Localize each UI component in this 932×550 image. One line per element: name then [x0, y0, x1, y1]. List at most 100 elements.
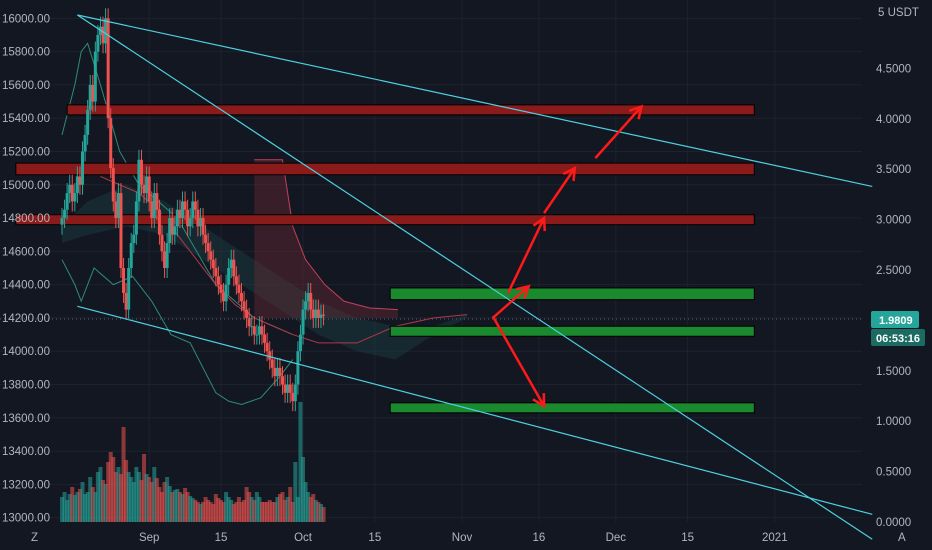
volume-bar	[195, 502, 200, 522]
volume-bar	[226, 497, 231, 522]
candle-body	[60, 218, 64, 225]
right-tick-label: 3.0000	[876, 215, 911, 227]
right-tick-label: 4.0000	[876, 114, 911, 126]
candle-body	[281, 376, 285, 385]
candle-body	[283, 384, 287, 393]
time-tick-label: 15	[368, 532, 381, 544]
candle-body	[139, 159, 143, 185]
volume-bar	[218, 500, 223, 522]
candle-body	[86, 109, 90, 135]
volume-bar	[180, 494, 185, 522]
volume-bar	[295, 497, 300, 522]
volume-bar	[65, 500, 70, 522]
left-tick-label: 13800.00	[2, 380, 50, 392]
volume-bar	[216, 498, 221, 522]
volume-bar	[131, 482, 136, 522]
volume-bar	[136, 472, 141, 522]
arrow-shaft	[491, 315, 546, 407]
candle-body	[209, 251, 213, 260]
volume-bar	[152, 467, 157, 522]
volume-bar	[70, 487, 75, 522]
candle-body	[296, 351, 300, 385]
candle-body	[273, 367, 277, 377]
candle-body	[204, 234, 208, 244]
channel-trendlines	[77, 14, 873, 540]
volume-bar	[211, 504, 216, 522]
candle-body	[88, 84, 92, 110]
volume-bar	[90, 487, 95, 522]
candle-body	[168, 218, 172, 244]
volume-bar	[183, 488, 188, 522]
candle-body	[173, 226, 177, 235]
left-tick-label: 14400.00	[2, 280, 50, 292]
candle-body	[101, 26, 105, 44]
candle-body	[319, 314, 323, 318]
candle-body	[260, 326, 264, 335]
time-tick-label: 2021	[762, 532, 788, 544]
future-cloud-area	[254, 159, 398, 318]
left-price-axis[interactable]: 13000.00 13200.00 13400.00 13600.00 13800.00…	[2, 13, 50, 524]
z-button-label: Z	[31, 532, 38, 544]
candle-body	[70, 184, 74, 202]
candle-body	[206, 243, 210, 252]
left-tick-label: 13600.00	[2, 413, 50, 425]
projection-arrows	[491, 104, 644, 409]
volume-bar	[144, 474, 149, 522]
volume-bar	[321, 507, 326, 522]
candle-body	[160, 234, 164, 252]
candle-body	[155, 193, 159, 210]
volume-bar	[98, 467, 103, 522]
candle-body	[163, 251, 167, 268]
candle-body	[152, 193, 156, 219]
volume-bar	[80, 482, 85, 522]
volume-bar	[72, 495, 77, 522]
volume-bar	[67, 494, 72, 522]
volume-bar	[157, 487, 162, 522]
volume-bar	[203, 497, 208, 522]
candle-body	[142, 184, 146, 194]
time-axis[interactable]: Sep 15 Oct 15 Nov 16 Dec 15 2021	[139, 532, 788, 544]
left-tick-label: 15600.00	[2, 80, 50, 92]
candle-body	[268, 351, 272, 360]
time-tick-label: Sep	[139, 532, 159, 544]
volume-bar	[167, 486, 172, 522]
channel-line	[77, 305, 873, 515]
left-tick-label: 14000.00	[2, 346, 50, 358]
arrow-head	[532, 393, 546, 409]
volume-bar	[85, 492, 90, 522]
volume-bar	[188, 496, 193, 522]
candle-body	[286, 384, 290, 393]
right-tick-label: 0.5000	[876, 467, 911, 479]
time-tick-label: 15	[681, 532, 694, 544]
volume-bar	[88, 477, 93, 522]
auto-scale-button[interactable]: A	[898, 532, 906, 544]
candle-body	[137, 159, 141, 202]
candle-body	[322, 314, 326, 316]
z-button[interactable]: Z	[31, 532, 38, 544]
candle-body	[183, 201, 187, 210]
candle-body	[186, 209, 190, 227]
candle-body	[81, 151, 85, 185]
volume-bar	[260, 502, 264, 522]
right-axis-unit-label: 5 USDT	[878, 7, 919, 19]
volume-bar	[172, 490, 177, 522]
candlesticks	[60, 8, 326, 412]
volume-bar	[254, 492, 259, 522]
volume-bar	[118, 474, 123, 522]
volume-bar	[101, 480, 106, 522]
cloud-area	[62, 184, 468, 360]
volume-bar	[60, 497, 64, 522]
volume-bar	[177, 492, 182, 522]
left-tick-label: 15000.00	[2, 180, 50, 192]
volume-bar	[185, 492, 190, 522]
volume-bar	[283, 500, 288, 522]
candle-body	[311, 309, 315, 318]
candle-body	[165, 243, 169, 268]
arrow-shaft	[507, 217, 546, 294]
volume-bar	[249, 497, 254, 522]
right-price-axis[interactable]: 0.00000.50001.00001.50002.00002.50003.00…	[876, 63, 911, 529]
candle-body	[122, 267, 126, 293]
lower-band-line	[61, 259, 294, 406]
volume-bar	[95, 472, 100, 522]
